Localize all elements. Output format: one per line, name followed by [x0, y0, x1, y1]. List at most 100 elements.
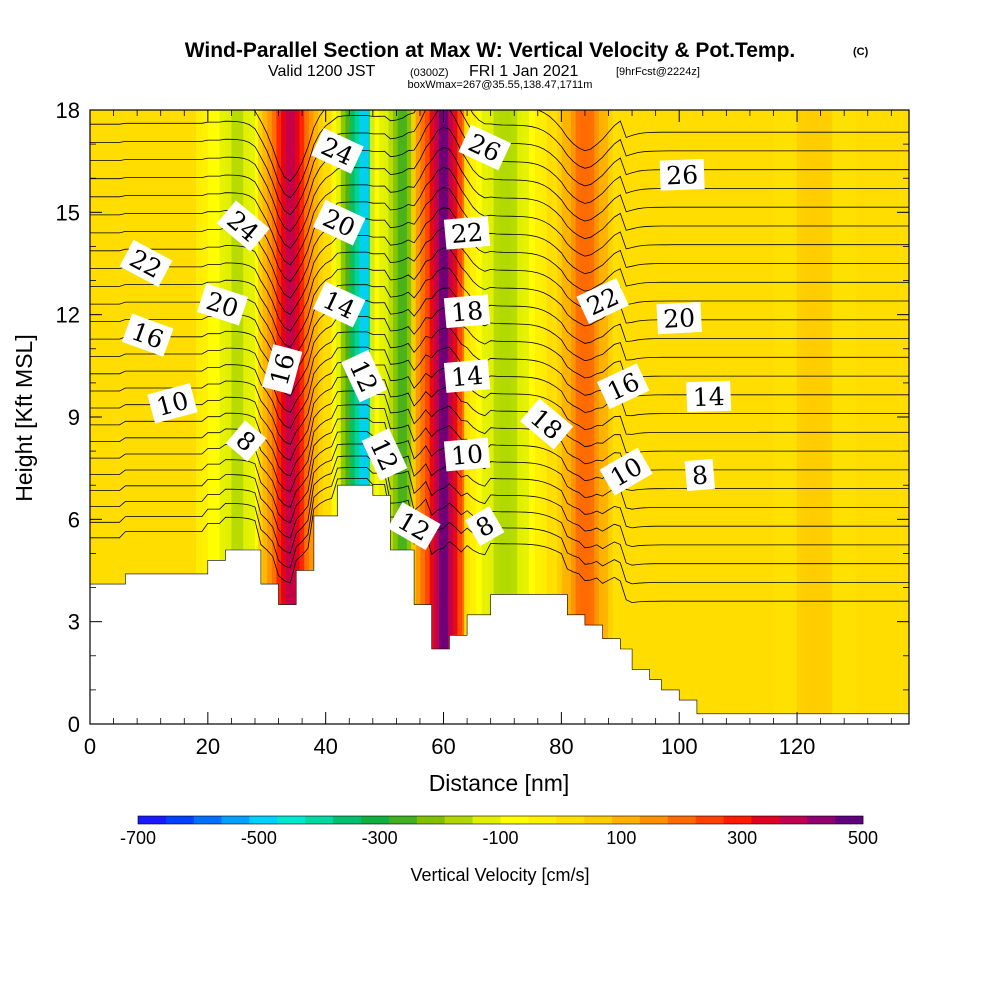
chart-title: Wind-Parallel Section at Max W: Vertical… — [185, 39, 796, 62]
colorbar-swatch — [472, 816, 501, 824]
colorbar-swatch — [779, 816, 808, 824]
theta-contour-line — [90, 227, 909, 332]
colorbar-swatch — [305, 816, 334, 824]
theta-label: 16 — [261, 344, 303, 395]
y-tick-label: 0 — [68, 712, 80, 737]
x-tick-label: 80 — [549, 734, 573, 759]
theta-label-box — [659, 159, 705, 191]
x-tick-label: 40 — [313, 734, 337, 759]
theta-label-text: 8 — [691, 460, 709, 490]
plot-area — [90, 110, 909, 724]
colorbar-tick-label: 500 — [848, 828, 878, 848]
velocity-band-4 — [438, 110, 449, 724]
theta-contour-line — [90, 207, 909, 316]
theta-label-box — [225, 420, 267, 462]
y-axis: 0 3 6 9 12 15 18 — [56, 98, 909, 737]
theta-label-box — [684, 458, 716, 492]
valid-time-line: Valid 1200 JST (0300Z) FRI 1 Jan 2021 [9… — [268, 63, 700, 80]
theta-label-box — [443, 215, 491, 250]
theta-contour-line — [90, 390, 909, 477]
colorbar-swatch — [388, 816, 418, 824]
box-info: boxWmax=267@35.55,138.47,1711m — [408, 79, 593, 91]
theta-label-box — [121, 313, 174, 357]
theta-contour-line — [90, 431, 909, 529]
colorbar-tick-label: 300 — [727, 828, 757, 848]
theta-label: 8 — [684, 458, 716, 492]
colorbar-title: Vertical Velocity [cm/s] — [410, 865, 589, 885]
x-tick-label: 60 — [431, 734, 455, 759]
valid-date: FRI 1 Jan 2021 — [469, 63, 579, 80]
theta-contour-line — [90, 376, 909, 461]
copyright-mark: (C) — [853, 46, 869, 58]
velocity-band-6 — [580, 110, 590, 724]
theta-label-text: 22 — [450, 217, 484, 249]
theta-label-text: 18 — [450, 296, 484, 328]
x-tick-label: 0 — [84, 734, 96, 759]
theta-contour-line — [253, 110, 909, 182]
theta-label-box — [443, 294, 491, 329]
colorbar-tick-label: -500 — [241, 828, 277, 848]
theta-label: 18 — [443, 294, 491, 329]
velocity-band-3 — [397, 110, 407, 724]
colorbar-swatch — [361, 816, 390, 824]
colorbar-swatch — [584, 816, 613, 824]
theta-label-box — [443, 437, 491, 472]
theta-contour-line — [90, 443, 909, 548]
theta-contour-line — [90, 327, 909, 413]
velocity-band-0 — [231, 110, 244, 724]
colorbar-swatch — [500, 816, 529, 824]
forecast-info: [9hrFcst@2224z] — [616, 66, 700, 78]
theta-label-box — [361, 428, 408, 481]
colorbar-swatch — [249, 816, 278, 824]
colorbar-swatch — [165, 816, 195, 824]
theta-label-box — [197, 283, 249, 326]
y-axis-label: Height [Kft MSL] — [11, 334, 37, 501]
y-tick-label: 9 — [68, 405, 80, 430]
colorbar-swatch — [193, 816, 222, 824]
theta-label-box — [311, 128, 364, 174]
colorbar-swatch — [416, 816, 446, 824]
x-tick-label: 100 — [661, 734, 698, 759]
theta-contour-line — [90, 167, 909, 282]
y-tick-label: 15 — [56, 200, 80, 225]
velocity-band-5 — [499, 110, 512, 724]
theta-contour-line — [90, 455, 909, 566]
theta-label-text: 14 — [692, 382, 725, 412]
theta-contour-line — [90, 110, 909, 199]
colorbar-swatch — [277, 816, 306, 824]
colorbar-swatch — [528, 816, 557, 824]
colorbar-swatch — [639, 816, 669, 824]
colorbar-swatch — [333, 816, 362, 824]
x-tick-label: 120 — [779, 734, 816, 759]
colorbar-tick-label: 100 — [606, 828, 636, 848]
theta-label: 26 — [659, 159, 705, 191]
theta-contour-line — [90, 417, 909, 510]
theta-label-box — [387, 502, 441, 551]
y-tick-label: 3 — [68, 610, 80, 635]
theta-label-box — [312, 199, 366, 246]
theta-label-box — [465, 506, 505, 547]
valid-prefix: Valid 1200 JST — [268, 63, 376, 80]
x-axis: 0 20 40 60 80 100 120 — [84, 110, 892, 759]
colorbar-swatch — [807, 816, 836, 824]
velocity-band-2 — [359, 110, 369, 724]
colorbar-swatch — [695, 816, 724, 824]
colorbar-swatch — [221, 816, 250, 824]
velocity-band-7 — [808, 110, 821, 724]
valid-utc: (0300Z) — [410, 67, 449, 79]
y-tick-label: 12 — [56, 303, 80, 328]
theta-label-box — [216, 200, 270, 252]
velocity-band-1 — [285, 110, 295, 724]
colorbar-swatch — [751, 816, 780, 824]
theta-label: 14 — [686, 380, 732, 413]
colorbar-swatch — [667, 816, 696, 824]
theta-label-box — [599, 447, 653, 496]
theta-label-box — [520, 398, 574, 450]
theta-label-box — [686, 380, 732, 413]
theta-label-box — [656, 301, 702, 335]
colorbar-tick-label: -700 — [120, 828, 156, 848]
theta-label-box — [341, 349, 387, 403]
colorbar-frame — [137, 815, 864, 825]
theta-label-box — [596, 363, 650, 410]
theta-label-text: 20 — [663, 303, 696, 334]
